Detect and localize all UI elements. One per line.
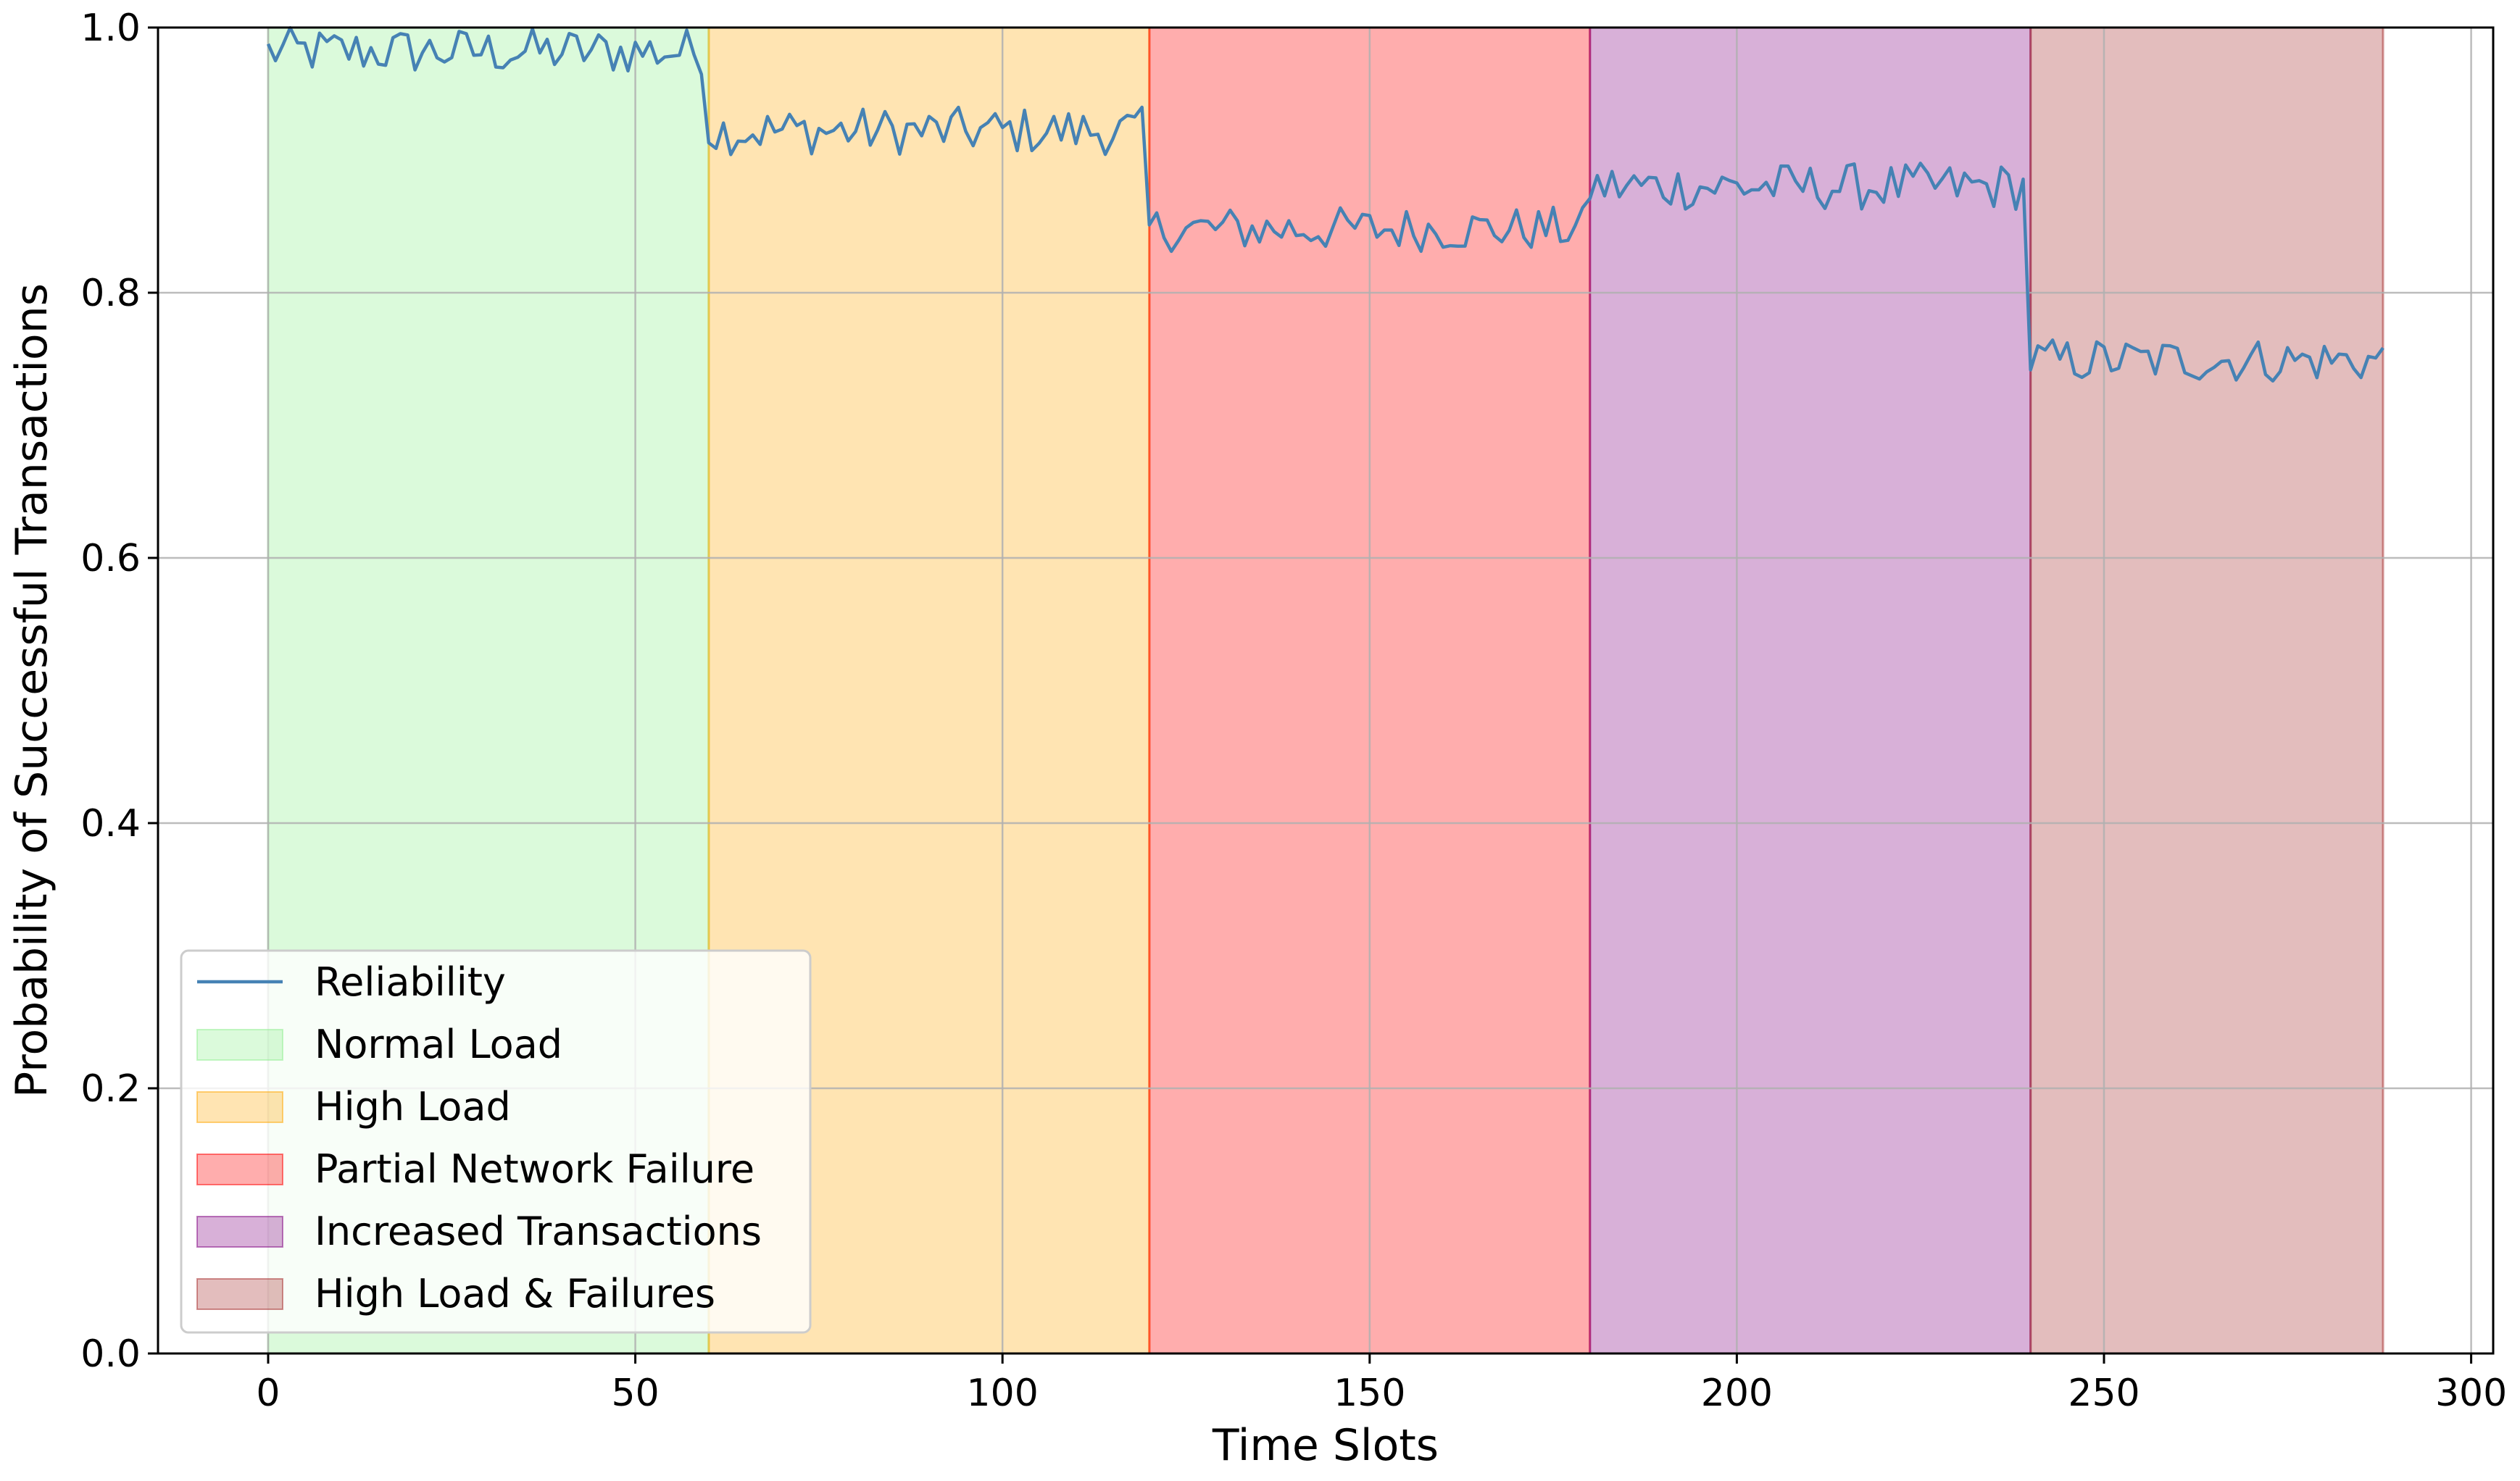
y-tick-label: 1.0 [80,7,141,50]
plot-frame [157,26,2495,1355]
legend-label-region-4: High Load & Failures [315,1271,715,1317]
series-line-reliability [266,26,2384,383]
x-axis-title: Time Slots [1212,1420,1439,1471]
y-tick-label: 0.4 [80,802,141,846]
legend-swatch-region-4 [196,1278,283,1310]
legend-swatch-region-0 [196,1029,283,1061]
legend-swatch-region-3 [196,1216,283,1248]
y-tick-label: 0.8 [80,272,141,315]
region-3 [1589,26,2032,1355]
legend: Reliability Normal Load High Load Partial N… [180,949,812,1334]
legend-swatch-region-2 [196,1153,283,1185]
region-4 [2029,26,2384,1355]
legend-box [180,949,812,1334]
y-tick-label: 0.2 [80,1067,141,1111]
y-tick-label: 0.6 [80,537,141,580]
x-tick-label: 50 [611,1372,659,1415]
y-tick-label: 0.0 [80,1332,141,1376]
legend-label-region-0: Normal Load [315,1022,562,1067]
x-tick-label: 0 [256,1372,280,1415]
legend-label-region-1: High Load [315,1084,511,1130]
legend-label-reliability: Reliability [315,959,506,1005]
x-tick-label: 250 [2068,1372,2139,1415]
series-layer [266,26,2384,383]
x-tick-label: 300 [2435,1372,2507,1415]
x-tick-label: 200 [1701,1372,1773,1415]
ticks-layer: 0 50 100 150 200 250 300 0.0 0.2 0.4 0.6 0.8 1.0 [80,7,2507,1415]
legend-entries: Reliability Normal Load High Load Partial N… [196,959,762,1317]
legend-swatch-region-1 [196,1091,283,1123]
x-tick-label: 100 [967,1372,1039,1415]
legend-label-region-3: Increased Transactions [315,1209,762,1254]
legend-label-region-2: Partial Network Failure [315,1146,754,1192]
y-axis-title: Probability of Successful Transactions [7,283,57,1098]
x-tick-label: 150 [1334,1372,1405,1415]
